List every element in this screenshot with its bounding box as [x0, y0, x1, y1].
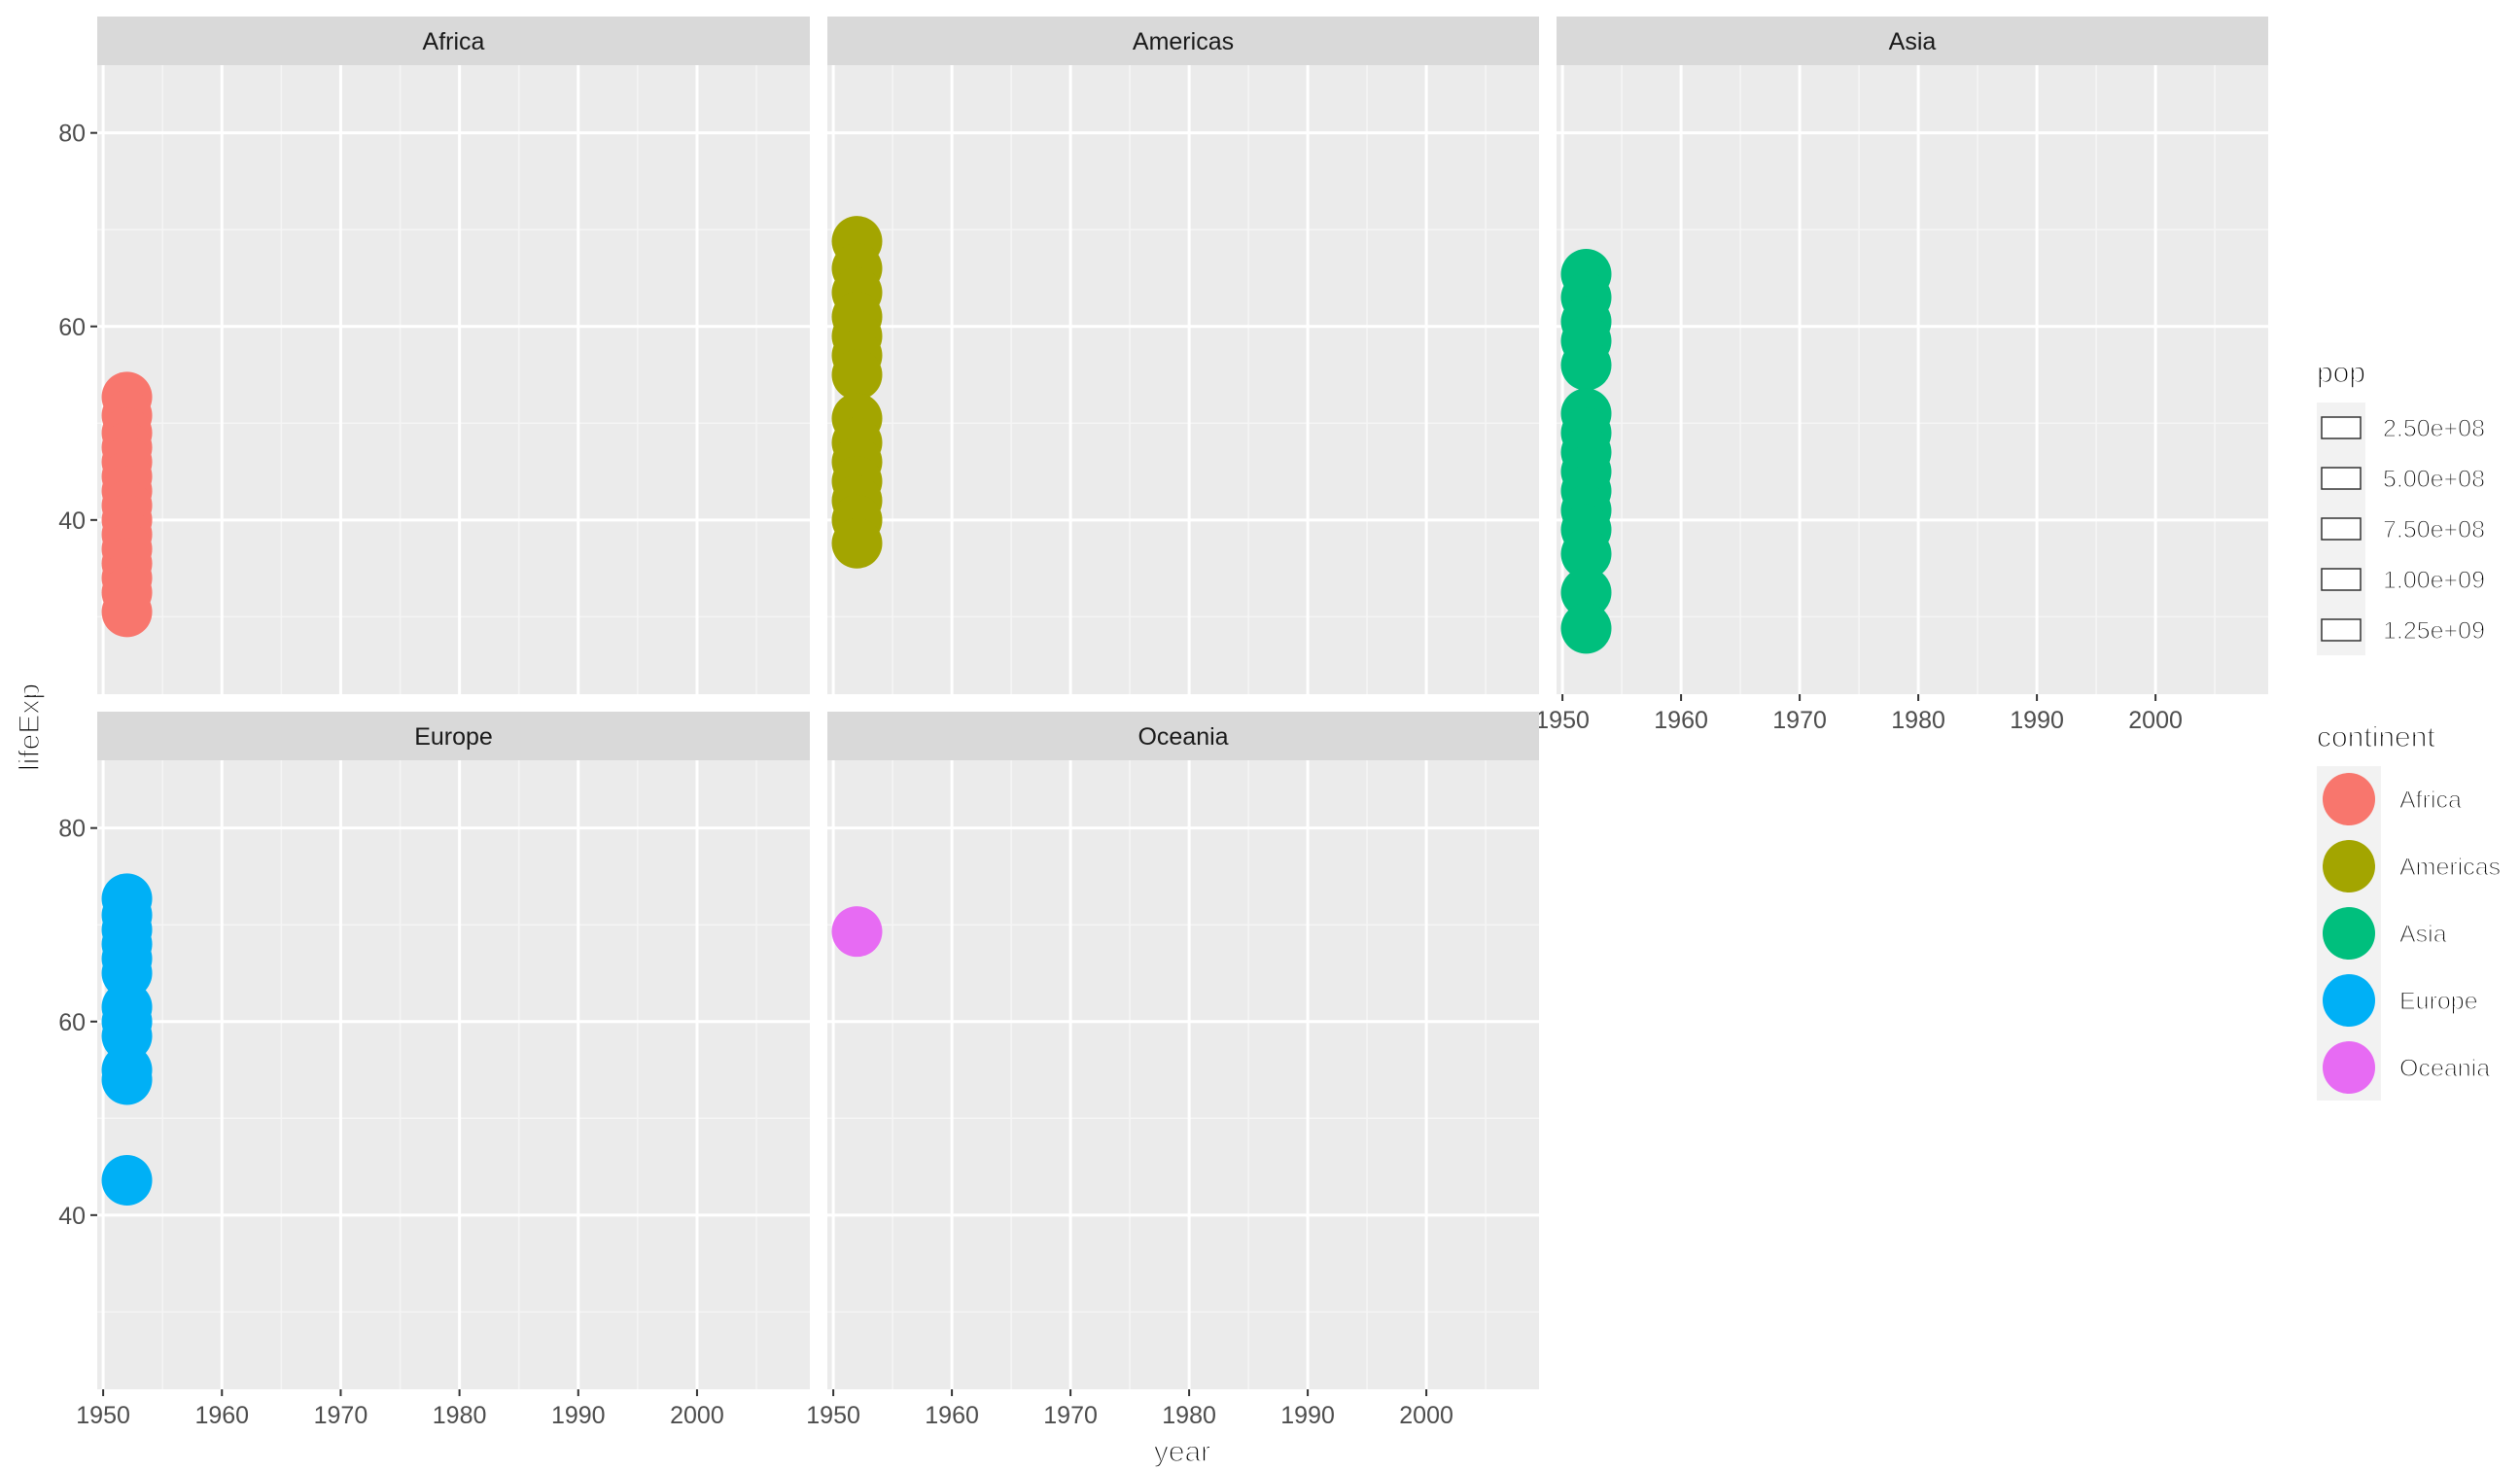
size-legend-key — [2321, 467, 2362, 490]
panel-americas: Americas — [827, 17, 1539, 694]
color-legend-key-africa — [2323, 773, 2375, 825]
data-point-asia — [1560, 528, 1612, 579]
facet-label-africa: Africa — [423, 28, 485, 55]
y-tick-label: 80 — [58, 816, 86, 843]
x-tick-label: 1970 — [314, 1402, 368, 1429]
facet-strip — [827, 712, 1539, 760]
size-legend-key — [2321, 568, 2362, 591]
y-tick-label: 60 — [58, 314, 86, 341]
panel-background — [827, 65, 1539, 694]
y-tick-label: 60 — [58, 1009, 86, 1036]
panel-oceania: Oceania 1950 1960 1970 1980 1990 2000 — [806, 712, 1539, 1429]
color-legend-title: continent — [2317, 721, 2435, 753]
size-legend-title: pop — [2317, 357, 2365, 389]
size-legend-label: 1.25e+09 — [2383, 617, 2485, 645]
panel-background — [97, 760, 810, 1389]
color-legend-key-europe — [2323, 974, 2375, 1027]
panel-background — [827, 760, 1539, 1389]
x-tick-label: 2000 — [670, 1402, 724, 1429]
data-point-oceania — [831, 906, 883, 958]
x-tick-label: 1960 — [925, 1402, 979, 1429]
color-legend-label: Asia — [2399, 921, 2447, 948]
size-legend-key — [2321, 517, 2362, 541]
facet-label-americas: Americas — [1133, 28, 1234, 55]
size-legend-key — [2321, 618, 2362, 642]
y-tick-label: 40 — [58, 508, 86, 535]
color-legend-label: Africa — [2399, 787, 2462, 814]
facet-label-europe: Europe — [414, 723, 493, 751]
y-tick-label: 40 — [58, 1203, 86, 1230]
facet-strip — [97, 712, 810, 760]
data-point-europe — [101, 1054, 153, 1105]
x-tick-label: 1980 — [1891, 707, 1945, 734]
x-tick-label: 1960 — [194, 1402, 249, 1429]
panel-background — [1557, 65, 2268, 694]
x-tick-label: 1980 — [433, 1402, 487, 1429]
panel-europe: Europe 40 60 80 1950 1960 1970 1980 1990 2000 — [58, 712, 810, 1429]
color-legend-key-oceania — [2323, 1041, 2375, 1094]
x-tick-label: 1950 — [76, 1402, 130, 1429]
x-tick-label: 1950 — [806, 1402, 860, 1429]
size-legend-label: 2.50e+08 — [2383, 415, 2485, 442]
data-point-asia — [1560, 567, 1612, 618]
data-point-asia — [1560, 603, 1612, 654]
facet-strip — [97, 17, 810, 65]
color-legend-key-asia — [2323, 907, 2375, 960]
x-tick-label: 1970 — [1043, 1402, 1098, 1429]
data-point-asia — [1560, 339, 1612, 391]
panel-background — [97, 65, 810, 694]
x-tick-label: 1990 — [551, 1402, 606, 1429]
x-tick-label: 2000 — [2128, 707, 2183, 734]
size-legend-label: 1.00e+09 — [2383, 567, 2485, 594]
y-axis-title: lifeExp — [14, 683, 46, 771]
x-tick-label: 1990 — [2010, 707, 2064, 734]
facet-label-asia: Asia — [1889, 28, 1937, 55]
x-tick-label: 2000 — [1399, 1402, 1453, 1429]
size-legend-label: 7.50e+08 — [2383, 516, 2485, 543]
x-tick-label: 1950 — [1535, 707, 1590, 734]
x-tick-label: 1980 — [1162, 1402, 1216, 1429]
facet-strip — [827, 17, 1539, 65]
x-tick-label: 1960 — [1654, 707, 1708, 734]
data-point-europe — [101, 1154, 153, 1206]
x-axis-title: year — [1154, 1436, 1210, 1468]
facet-strip — [1557, 17, 2268, 65]
facet-label-oceania: Oceania — [1138, 723, 1228, 751]
data-point-americas — [831, 349, 883, 401]
legend: pop 2.50e+08 5.00e+08 7.50e+08 1.00e+09 1.25e… — [2316, 356, 2502, 1101]
x-tick-label: 1970 — [1772, 707, 1827, 734]
color-legend-label: Americas — [2399, 854, 2501, 881]
facet-panels: Africa 40 60 80 Americas Asia 1950 1960 1970 1980… — [58, 17, 2268, 1429]
x-tick-label: 1990 — [1280, 1402, 1335, 1429]
color-legend-label: Oceania — [2399, 1055, 2490, 1082]
data-point-americas — [831, 517, 883, 569]
color-legend-label: Europe — [2399, 988, 2478, 1015]
size-legend-key — [2321, 416, 2362, 439]
y-tick-label: 80 — [58, 121, 86, 148]
data-point-africa — [101, 586, 153, 638]
size-legend-label: 5.00e+08 — [2383, 466, 2485, 493]
panel-asia: Asia 1950 1960 1970 1980 1990 2000 — [1535, 17, 2268, 734]
panel-africa: Africa 40 60 80 — [58, 17, 810, 694]
color-legend-key-americas — [2323, 840, 2375, 892]
